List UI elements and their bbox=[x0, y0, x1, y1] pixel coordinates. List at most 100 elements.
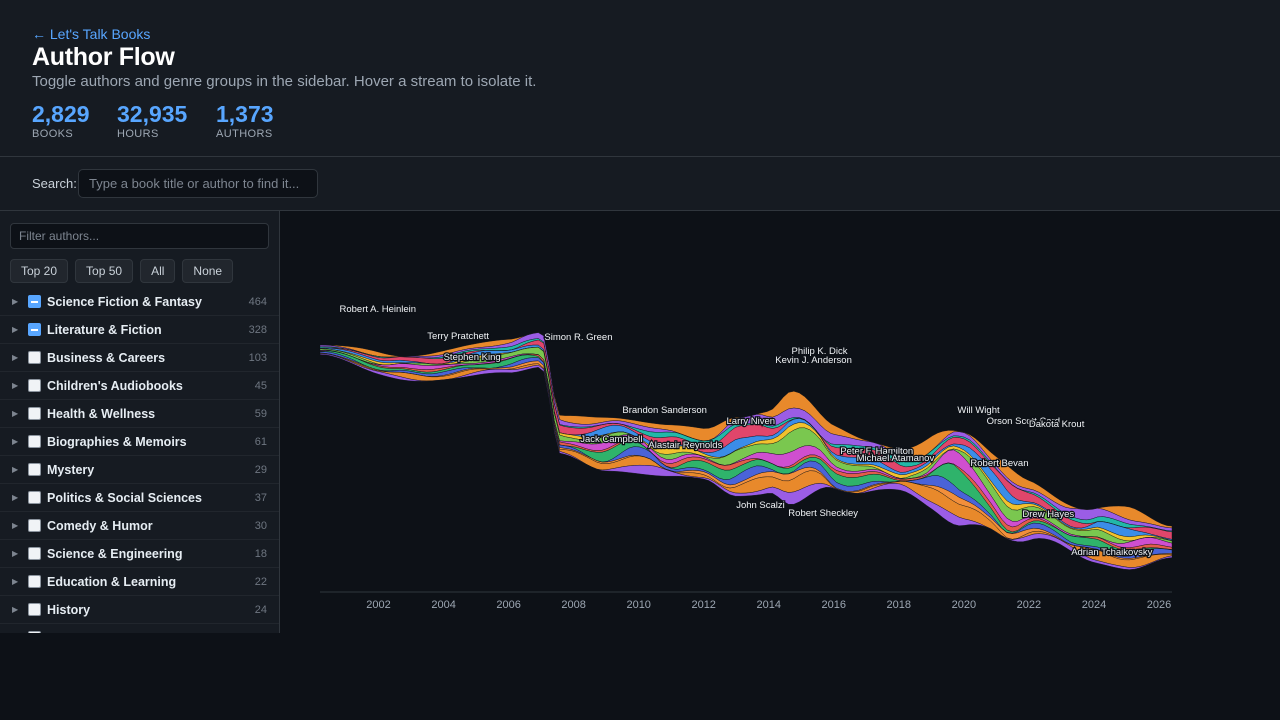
genre-label: Comedy & Humor bbox=[47, 519, 153, 533]
selection-buttons: Top 20 Top 50 All None bbox=[10, 259, 234, 283]
genre-row[interactable]: ▶ Comedy & Humor 30 bbox=[0, 512, 279, 540]
stat-authors: 1,373 AUTHORS bbox=[216, 101, 274, 140]
genre-checkbox[interactable] bbox=[28, 435, 41, 448]
stat-books-label: BOOKS bbox=[32, 128, 74, 140]
genre-label: Politics & Social Sciences bbox=[47, 491, 202, 505]
author-label: Robert Sheckley bbox=[788, 508, 858, 519]
none-button[interactable]: None bbox=[182, 259, 234, 283]
genre-checkbox[interactable] bbox=[28, 463, 41, 476]
all-button[interactable]: All bbox=[140, 259, 176, 283]
genre-count: 18 bbox=[254, 548, 267, 560]
stat-hours-label: HOURS bbox=[117, 128, 159, 140]
genre-row[interactable]: ▶ Children's Audiobooks 45 bbox=[0, 372, 279, 400]
author-label: Robert A. Heinlein bbox=[340, 304, 417, 315]
author-stream[interactable] bbox=[319, 353, 1173, 570]
author-label: Stephen King bbox=[444, 352, 501, 363]
x-tick-label: 2024 bbox=[1082, 599, 1106, 611]
genre-row[interactable]: ▶ Biographies & Memoirs 61 bbox=[0, 428, 279, 456]
genre-row[interactable]: ▶ Literature & Fiction 328 bbox=[0, 316, 279, 344]
expand-caret-icon[interactable]: ▶ bbox=[12, 297, 19, 306]
page-title: Author Flow bbox=[32, 43, 175, 71]
expand-caret-icon[interactable]: ▶ bbox=[12, 521, 19, 530]
genre-count: 103 bbox=[248, 352, 267, 364]
author-label: Dakota Krout bbox=[1029, 419, 1085, 430]
sidebar: Top 20 Top 50 All None ▶ Science Fiction … bbox=[0, 211, 280, 633]
top-20-button[interactable]: Top 20 bbox=[10, 259, 69, 283]
expand-caret-icon[interactable]: ▶ bbox=[12, 409, 19, 418]
streams bbox=[319, 332, 1173, 570]
genre-count: 30 bbox=[254, 520, 267, 532]
x-tick-label: 2008 bbox=[561, 599, 585, 611]
expand-caret-icon[interactable]: ▶ bbox=[12, 465, 19, 474]
author-label: Brandon Sanderson bbox=[622, 405, 707, 416]
genre-row[interactable]: ▶ Mystery 29 bbox=[0, 456, 279, 484]
expand-caret-icon[interactable]: ▶ bbox=[12, 353, 19, 362]
filter-authors-input[interactable] bbox=[10, 223, 269, 249]
author-label: Peter F. Hamilton bbox=[840, 446, 913, 457]
expand-caret-icon[interactable]: ▶ bbox=[12, 325, 19, 334]
genre-label: Health & Wellness bbox=[47, 407, 156, 421]
genre-label: History bbox=[47, 603, 91, 617]
x-tick-label: 2014 bbox=[757, 599, 781, 611]
x-tick-label: 2010 bbox=[626, 599, 650, 611]
genre-checkbox[interactable] bbox=[28, 407, 41, 420]
genre-count: 29 bbox=[254, 464, 267, 476]
expand-caret-icon[interactable]: ▶ bbox=[12, 437, 19, 446]
x-tick-label: 2012 bbox=[691, 599, 715, 611]
genre-row[interactable]: ▶ Business & Careers 103 bbox=[0, 344, 279, 372]
genre-row[interactable]: ▶ History 24 bbox=[0, 596, 279, 624]
top-50-button[interactable]: Top 50 bbox=[75, 259, 134, 283]
author-label: Adrian Tchaikovsky bbox=[1071, 547, 1152, 558]
genre-count: 328 bbox=[248, 324, 267, 336]
x-tick-label: 2022 bbox=[1017, 599, 1041, 611]
genre-checkbox[interactable] bbox=[28, 491, 41, 504]
x-tick-label: 2002 bbox=[366, 599, 390, 611]
expand-caret-icon[interactable]: ▶ bbox=[12, 381, 19, 390]
expand-caret-icon[interactable]: ▶ bbox=[12, 493, 19, 502]
author-label: Drew Hayes bbox=[1022, 509, 1074, 520]
search-bar: Search: bbox=[0, 157, 1280, 211]
genre-checkbox[interactable] bbox=[28, 631, 41, 633]
genre-count: 24 bbox=[254, 604, 267, 616]
page-subtitle: Toggle authors and genre groups in the s… bbox=[32, 73, 537, 90]
stream-labels: Robert A. Heinlein Terry Pratchett Stephen… bbox=[338, 303, 1154, 560]
search-input[interactable] bbox=[78, 169, 318, 198]
expand-caret-icon[interactable]: ▶ bbox=[12, 605, 19, 614]
author-label: Will Wight bbox=[957, 405, 1000, 416]
genre-label: Business & Careers bbox=[47, 351, 166, 365]
genre-count: 37 bbox=[254, 492, 267, 504]
author-label: Philip K. Dick bbox=[792, 346, 848, 357]
genre-checkbox[interactable] bbox=[28, 603, 41, 616]
x-tick-label: 2020 bbox=[952, 599, 976, 611]
genre-checkbox[interactable] bbox=[28, 379, 41, 392]
expand-caret-icon[interactable]: ▶ bbox=[12, 549, 19, 558]
genre-row[interactable]: ▶ Education & Learning 22 bbox=[0, 568, 279, 596]
genre-checkbox[interactable] bbox=[28, 351, 41, 364]
author-label: Terry Pratchett bbox=[427, 331, 489, 342]
author-label: Jack Campbell bbox=[580, 434, 642, 445]
genre-count: 464 bbox=[248, 296, 267, 308]
genre-checkbox[interactable] bbox=[28, 295, 41, 308]
genre-count: 61 bbox=[254, 436, 267, 448]
genre-label: Children's Audiobooks bbox=[47, 379, 183, 393]
expand-caret-icon[interactable]: ▶ bbox=[12, 577, 19, 586]
genre-row[interactable]: ▶ Science & Engineering 18 bbox=[0, 540, 279, 568]
back-link[interactable]: ← Let's Talk Books bbox=[32, 26, 151, 42]
x-tick-label: 2006 bbox=[496, 599, 520, 611]
genre-list: ▶ Science Fiction & Fantasy 464 ▶ Literature… bbox=[0, 288, 279, 633]
genre-row[interactable]: ▶ Science Fiction & Fantasy 464 bbox=[0, 288, 279, 316]
genre-checkbox[interactable] bbox=[28, 519, 41, 532]
x-tick-label: 2004 bbox=[431, 599, 455, 611]
genre-row[interactable]: ▶ Health & Wellness 59 bbox=[0, 400, 279, 428]
search-label: Search: bbox=[32, 176, 77, 191]
genre-label: Science Fiction & Fantasy bbox=[47, 295, 202, 309]
x-tick-label: 2026 bbox=[1147, 599, 1171, 611]
genre-row[interactable]: ▶ Politics & Social Sciences 37 bbox=[0, 484, 279, 512]
genre-checkbox[interactable] bbox=[28, 575, 41, 588]
genre-count: 22 bbox=[254, 576, 267, 588]
stat-books-value: 2,829 bbox=[32, 101, 90, 127]
genre-checkbox[interactable] bbox=[28, 547, 41, 560]
genre-row[interactable]: ▶ bbox=[0, 624, 279, 633]
stat-authors-value: 1,373 bbox=[216, 101, 274, 127]
genre-checkbox[interactable] bbox=[28, 323, 41, 336]
